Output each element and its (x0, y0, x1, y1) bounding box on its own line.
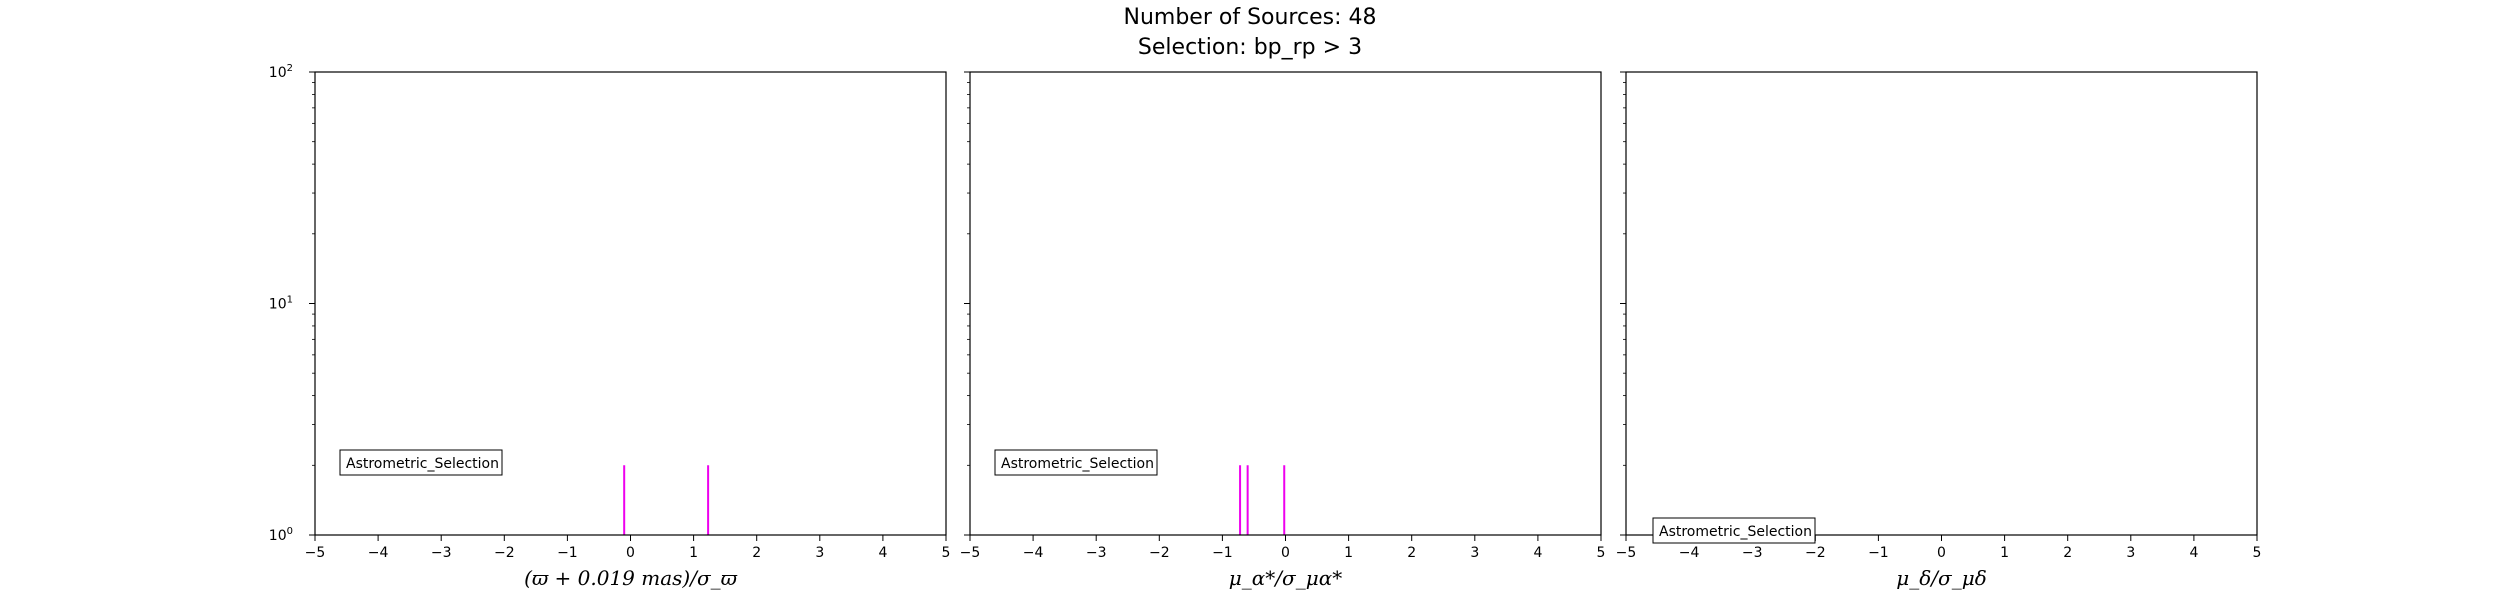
x-tick-label: 0 (1937, 545, 1946, 561)
x-tick-label: −4 (1023, 545, 1044, 561)
histogram-panel-1: −5 −4 −3 −2 −1 0 1 2 3 4 5 100 101 102 Astrometric_Sel… (269, 63, 951, 590)
x-tick-label: −2 (1805, 545, 1826, 561)
annotation-box: Astrometric_Selection (994, 449, 1158, 476)
x-tick-label: 4 (1533, 545, 1542, 561)
axes-frame (1625, 71, 2258, 536)
x-tick-label: 0 (626, 545, 635, 561)
x-tick-label: −2 (494, 545, 515, 561)
annotation-box: Astrometric_Selection (1652, 517, 1816, 544)
x-tick-label: −1 (1212, 545, 1233, 561)
y-tick-label: 101 (269, 295, 293, 313)
annotation-text: Astrometric_Selection (346, 456, 499, 472)
x-tick-label: 5 (1597, 545, 1606, 561)
annotation-frame (1652, 517, 1816, 544)
x-tick-label: −5 (305, 545, 326, 561)
x-tick-label: −3 (1742, 545, 1763, 561)
x-tick-label: 1 (2000, 545, 2009, 561)
x-tick-label: −5 (1616, 545, 1637, 561)
x-tick-label: 5 (2253, 545, 2262, 561)
x-axis-label: μ_δ/σ_μδ (1896, 566, 1986, 590)
histogram-panel-3: −5 −4 −3 −2 −1 0 1 2 3 4 5 Astrometric_Selection μ_δ… (1616, 71, 2262, 590)
x-tick-label: −4 (1679, 545, 1700, 561)
x-tick-label: −5 (960, 545, 981, 561)
x-tick-label: 2 (1407, 545, 1416, 561)
annotation-box: Astrometric_Selection (339, 449, 503, 476)
y-tick-label: 102 (269, 63, 293, 81)
x-tick-label: −3 (431, 545, 452, 561)
x-tick-label: 2 (752, 545, 761, 561)
x-tick-label: 4 (878, 545, 887, 561)
annotation-frame (339, 449, 503, 476)
x-tick-label: 3 (1470, 545, 1479, 561)
x-tick-label: 4 (2189, 545, 2198, 561)
x-tick-label: 1 (689, 545, 698, 561)
x-tick-label: 2 (2063, 545, 2072, 561)
x-tick-label: −4 (368, 545, 389, 561)
annotation-frame (994, 449, 1158, 476)
x-axis-label: (ϖ + 0.019 mas)/σ_ϖ (524, 566, 738, 590)
x-axis-label: μ_α*/σ_μα* (1229, 566, 1342, 590)
x-tick-label: −3 (1086, 545, 1107, 561)
x-tick-label: −1 (557, 545, 578, 561)
figure-title: Number of Sources: 48 (1123, 5, 1377, 30)
annotation-text: Astrometric_Selection (1659, 524, 1812, 540)
y-tick-label: 100 (269, 526, 293, 544)
x-tick-label: 1 (1344, 545, 1353, 561)
histogram-panel-2: −5 −4 −3 −2 −1 0 1 2 3 4 5 Astrometric_Selection μ_α… (960, 71, 1606, 590)
figure-subtitle: Selection: bp_rp > 3 (1137, 35, 1363, 60)
x-tick-label: −2 (1149, 545, 1170, 561)
x-tick-label: 5 (942, 545, 951, 561)
x-tick-label: −1 (1868, 545, 1889, 561)
annotation-text: Astrometric_Selection (1001, 456, 1154, 472)
x-tick-label: 0 (1281, 545, 1290, 561)
x-tick-label: 3 (2126, 545, 2135, 561)
x-tick-label: 3 (815, 545, 824, 561)
